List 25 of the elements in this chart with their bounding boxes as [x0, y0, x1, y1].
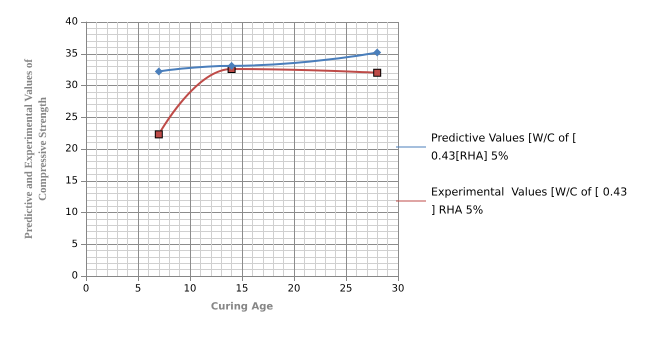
x-tick-label: 5	[134, 284, 142, 294]
y-tick-label: 35	[65, 48, 78, 60]
y-tick-label: 0	[72, 270, 78, 282]
legend-label: Predictive Values [W/C of [ 0.43[RHA] 5%	[431, 132, 580, 162]
x-tick-label: 30	[392, 284, 404, 294]
x-tick-label: 0	[82, 284, 90, 294]
legend-label: Experimental Values [W/C of [ 0.43] RHA 5%	[431, 186, 628, 216]
point	[154, 130, 163, 138]
x-tick-label: 10	[184, 284, 196, 294]
y-tick-label: 25	[65, 112, 78, 123]
x-tick-label: 15	[236, 284, 248, 294]
y-tick-label: 10	[65, 207, 78, 218]
x-tick-label: 20	[288, 284, 300, 294]
y-tick-label: 40	[65, 16, 78, 28]
y-tick-label: 15	[65, 175, 78, 186]
x-tick-label: 25	[340, 284, 352, 294]
y-tick-label: 5	[72, 238, 78, 250]
y-axis-title: Predictive and Experimental Values of Compressive Strength	[23, 58, 49, 240]
y-tick-label: 20	[65, 144, 78, 154]
point	[373, 48, 382, 56]
point	[154, 68, 163, 76]
x-axis-title: Curing Age	[210, 302, 274, 312]
point	[228, 62, 236, 70]
y-tick-label: 30	[65, 80, 78, 91]
point	[373, 68, 382, 77]
